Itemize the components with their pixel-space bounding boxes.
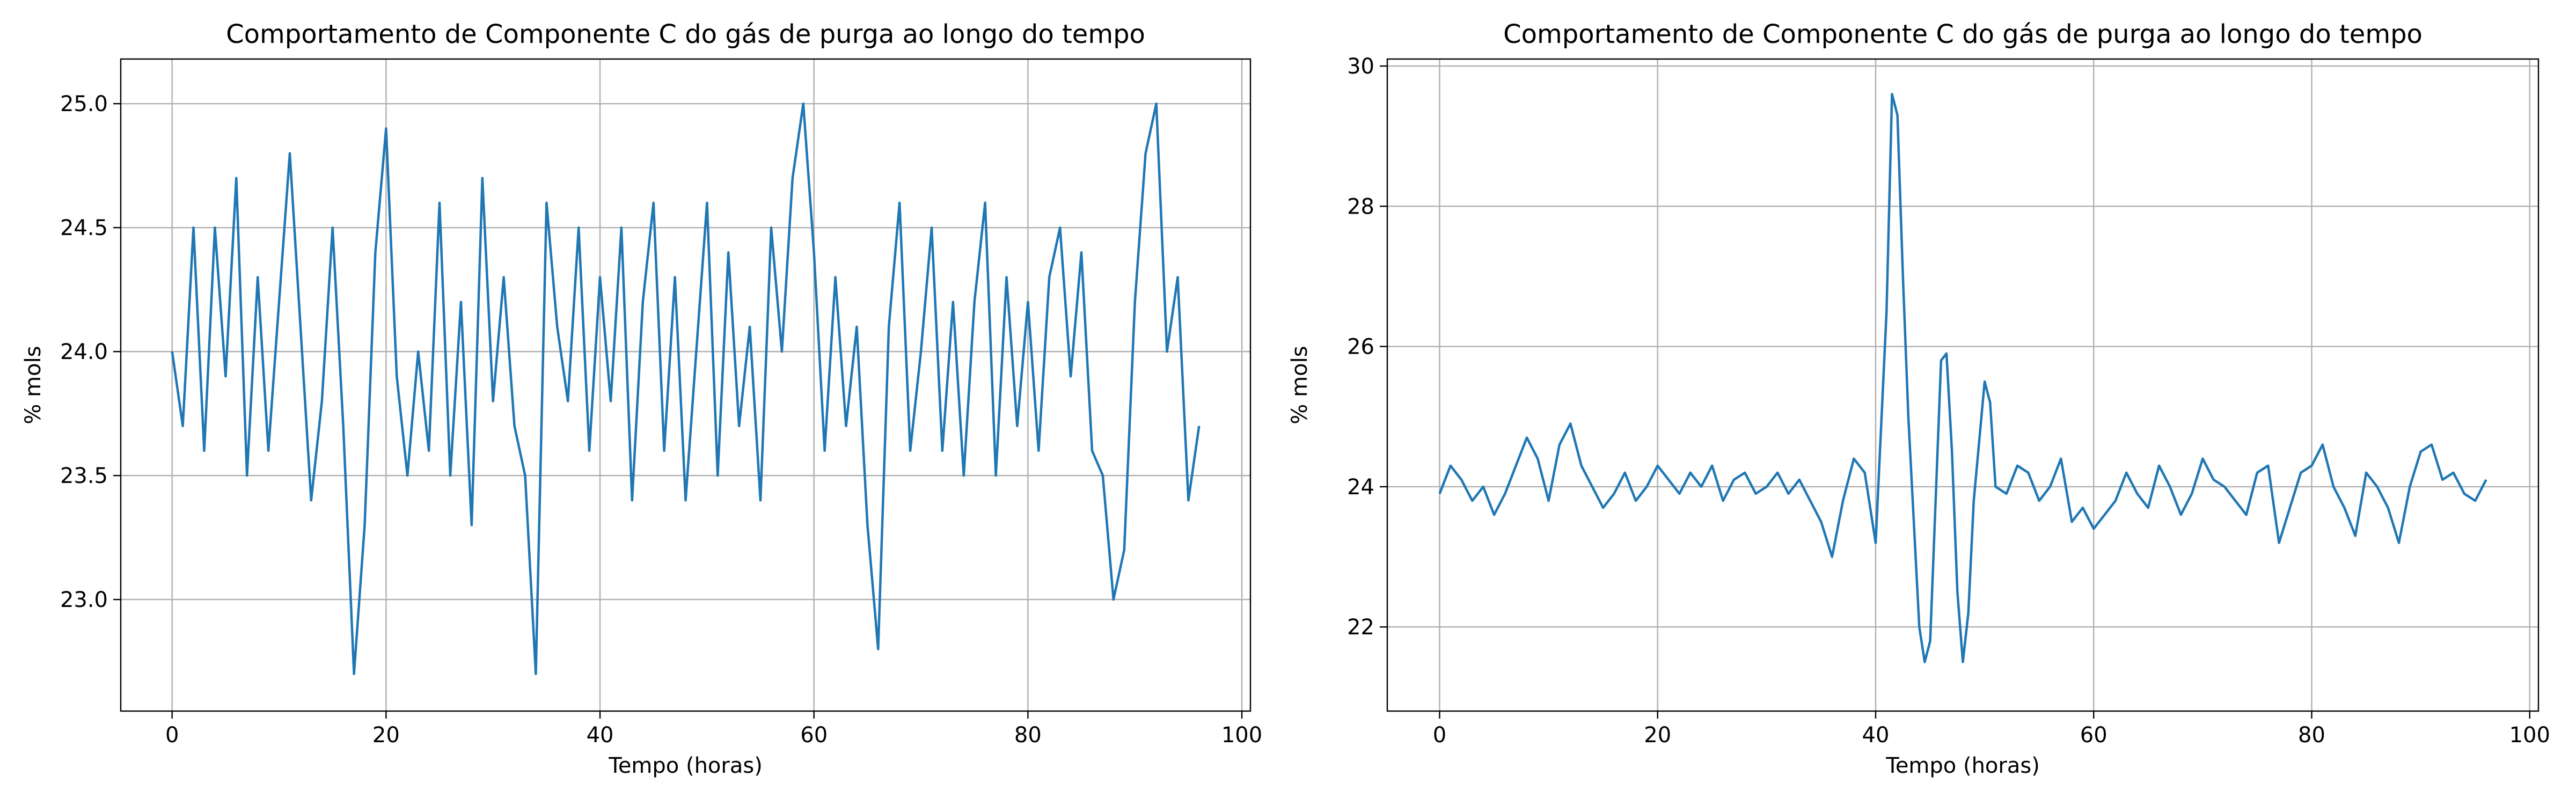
x-tick-label: 0 [1433,723,1446,748]
x-tick-label: 100 [1221,723,1262,748]
data-series-line [1438,93,2487,663]
y-tick-label: 23.0 [60,588,108,612]
y-axis-label: % mols [1287,346,1312,424]
plot-frame [1386,58,2540,712]
plot-frame [120,58,1252,712]
x-tick-label: 60 [2080,723,2107,748]
x-tick-label: 40 [1862,723,1890,748]
y-tick-label: 28 [1347,194,1374,219]
y-tick-label: 24.0 [60,340,108,364]
y-tick-label: 30 [1347,54,1374,79]
x-tick-label: 60 [800,723,828,748]
x-tick-label: 20 [372,723,400,748]
y-tick-label: 25.0 [60,92,108,116]
x-axis-label: Tempo (horas) [1885,753,2040,778]
x-tick-label: 40 [587,723,614,748]
x-tick-label: 20 [1644,723,1671,748]
x-tick-label: 0 [165,723,179,748]
data-series-line [171,102,1201,675]
y-tick-label: 24.5 [60,216,108,240]
chart-panel-left: 0 20 40 60 80 100 23.0 23.5 24.0 24.5 25.0 Comporta… [21,19,1262,778]
y-axis-label: % mols [21,346,46,424]
chart-title: Comportamento de Componente C do gás de … [226,19,1145,49]
y-tick-label: 24 [1347,475,1374,500]
x-axis-label: Tempo (horas) [608,753,763,778]
y-tick-label: 26 [1347,335,1374,360]
chart-panel-right: 0 20 40 60 80 100 22 24 26 28 30 Comportamento de C… [1287,19,2550,778]
y-tick-label: 23.5 [60,464,108,488]
x-tick-label: 80 [2298,723,2325,748]
x-tick-label: 80 [1014,723,1042,748]
chart-title: Comportamento de Componente C do gás de … [1503,19,2423,49]
x-tick-label: 100 [2509,723,2550,748]
y-tick-label: 22 [1347,615,1374,640]
